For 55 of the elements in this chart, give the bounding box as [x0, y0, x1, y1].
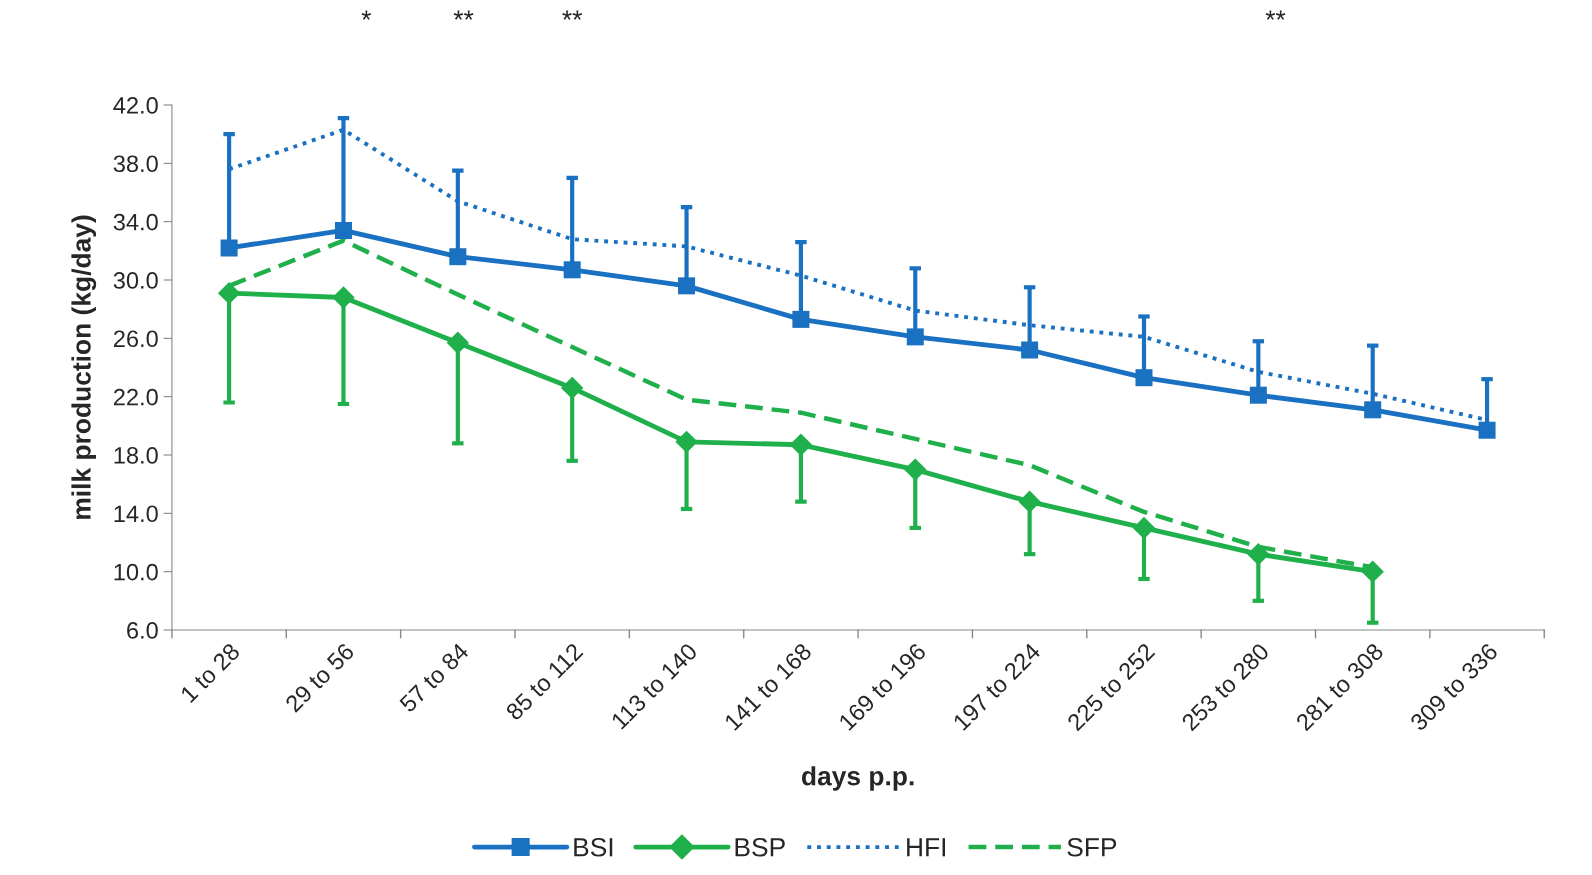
point [1135, 369, 1153, 387]
x-axis-title: days p.p. [801, 766, 914, 791]
x-tick-label: 29 to 56 [284, 642, 356, 713]
point [1018, 490, 1041, 513]
y-tick-label: 38.0 [113, 155, 158, 173]
x-tick-label: 253 to 280 [1180, 642, 1270, 732]
x-tick-label: 197 to 224 [952, 642, 1042, 732]
point [1249, 386, 1267, 404]
legend-label: HFI [907, 838, 946, 857]
x-tick-label: 113 to 140 [610, 642, 699, 730]
point [906, 328, 924, 346]
legend-label: SFP [1067, 837, 1117, 857]
point [332, 286, 355, 309]
y-tick-label: 42.0 [113, 97, 158, 114]
text: * [361, 10, 372, 20]
point [1478, 421, 1496, 439]
y-tick-label: 10.0 [114, 563, 158, 581]
y-tick-label: 6.0 [127, 622, 158, 639]
point [560, 376, 584, 400]
point [1361, 560, 1384, 583]
y-tick-label: 22.0 [113, 388, 158, 406]
point [220, 239, 238, 257]
y-axis-title: milk production (kg/day) [71, 215, 97, 519]
x-tick-label: 169 to 196 [838, 642, 927, 732]
x-tick-label: 225 to 252 [1066, 642, 1156, 732]
point [1132, 516, 1156, 540]
point [792, 310, 810, 328]
x-tick-label: 141 to 168 [723, 642, 813, 732]
point [678, 277, 696, 295]
point [789, 433, 813, 456]
point [563, 261, 581, 279]
point [449, 248, 467, 266]
point [334, 221, 352, 239]
y-tick-label: 26.0 [113, 330, 158, 348]
point [217, 281, 241, 305]
legend-label: BSP [735, 837, 785, 857]
point [675, 430, 698, 454]
y-tick-label: 34.0 [113, 213, 158, 231]
x-tick-label: 85 to 112 [504, 642, 584, 722]
point [1021, 341, 1039, 359]
y-tick-label: 30.0 [113, 272, 158, 289]
y-tick-label: 14.0 [114, 505, 158, 523]
point [1247, 542, 1270, 566]
y-tick-label: 18.0 [114, 447, 158, 464]
x-tick-label: 1 to 28 [179, 642, 241, 704]
text: ** [562, 10, 583, 20]
text: ** [453, 10, 474, 20]
x-tick-label: 309 to 336 [1409, 642, 1499, 732]
legend-label: BSI [574, 837, 613, 857]
point [904, 458, 927, 481]
point [446, 331, 470, 354]
text: ** [1265, 10, 1286, 20]
x-tick-label: 57 to 84 [398, 642, 470, 714]
point [1364, 401, 1382, 419]
x-tick-label: 281 to 308 [1295, 642, 1385, 732]
